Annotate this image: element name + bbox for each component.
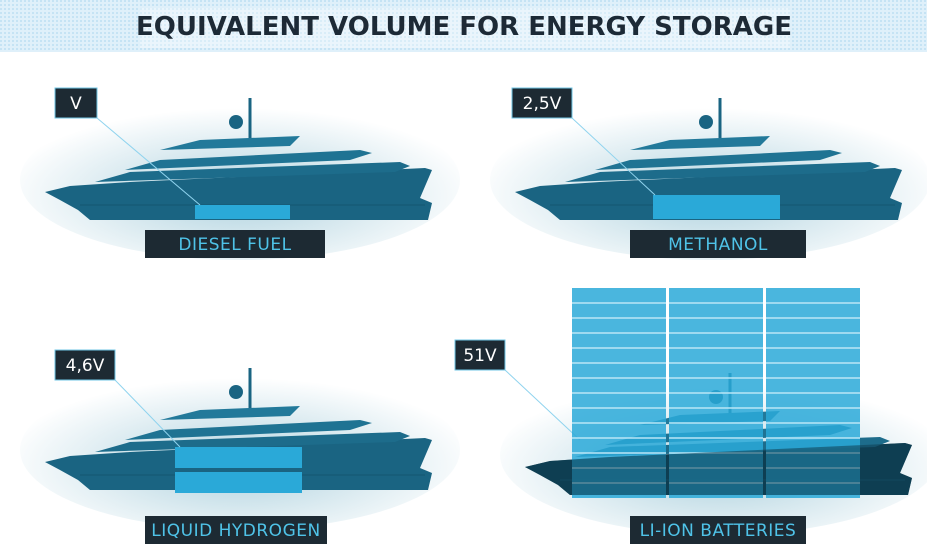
- deck: [125, 150, 372, 170]
- volume-box: [454, 339, 506, 371]
- deck: [565, 162, 880, 182]
- tank: [175, 447, 302, 468]
- fuel-box: [630, 516, 806, 544]
- leader-line: [114, 379, 181, 448]
- header-highlight: [140, 8, 790, 48]
- fuel-label: METHANOL: [668, 235, 768, 255]
- leader-line: [504, 369, 581, 441]
- battery-grid: [525, 288, 912, 498]
- labels: V DIESEL FUEL 2,5V METHANOL 4,6V LIQUID …: [54, 87, 806, 544]
- fuel-label: LI-ION BATTERIES: [640, 521, 797, 541]
- deck: [160, 406, 300, 420]
- title: EQUIVALENT VOLUME FOR ENERGY STORAGE: [136, 12, 792, 42]
- deck: [160, 136, 300, 150]
- volume-label: V: [70, 94, 82, 114]
- deck: [95, 432, 410, 452]
- volume-label: 51V: [463, 346, 497, 366]
- tank: [653, 195, 780, 219]
- fuel-box: [630, 230, 806, 258]
- deck: [630, 136, 770, 150]
- deck: [595, 150, 842, 170]
- leader-line: [571, 117, 656, 196]
- volume-box: [511, 87, 573, 119]
- volume-box: [54, 87, 98, 119]
- fuel-box: [145, 230, 325, 258]
- radome: [699, 115, 713, 129]
- deck: [95, 162, 410, 182]
- volume-label: 4,6V: [66, 356, 105, 376]
- radome: [229, 385, 243, 399]
- ship-overlay: [525, 443, 912, 495]
- hull: [515, 168, 902, 220]
- deck: [125, 420, 372, 440]
- header-band: [0, 0, 927, 52]
- leader-line: [96, 117, 201, 206]
- fuel-box: [145, 516, 327, 544]
- hull: [45, 168, 432, 220]
- tank: [195, 205, 290, 219]
- tank: [175, 472, 302, 493]
- fuel-label: LIQUID HYDROGEN: [151, 521, 320, 541]
- volume-box: [54, 349, 116, 381]
- radome: [229, 115, 243, 129]
- fuel-label: DIESEL FUEL: [178, 235, 291, 255]
- volume-label: 2,5V: [523, 94, 562, 114]
